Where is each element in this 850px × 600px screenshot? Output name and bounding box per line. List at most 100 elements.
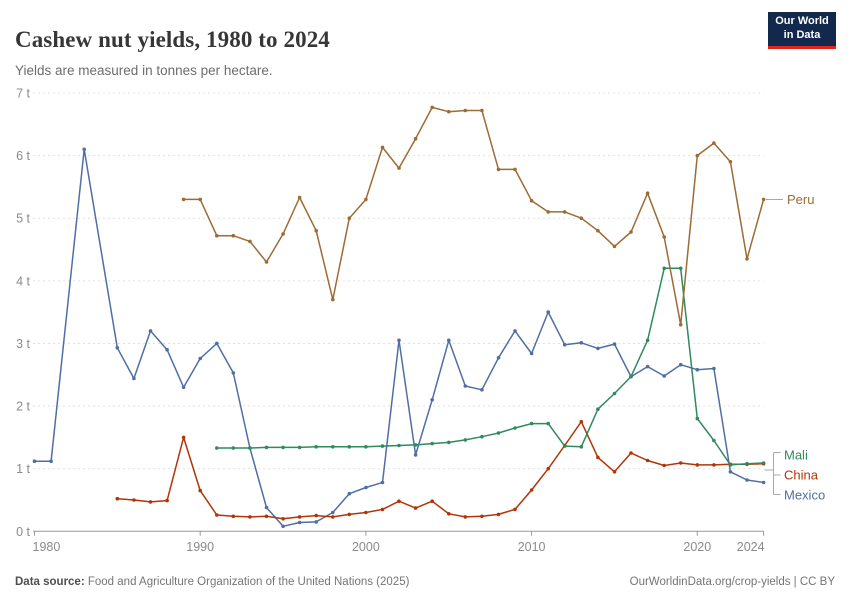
data-point xyxy=(629,230,633,234)
data-point xyxy=(745,478,749,482)
data-point xyxy=(331,510,335,515)
data-point xyxy=(281,524,285,529)
data-point xyxy=(297,515,302,519)
data-point xyxy=(662,463,666,468)
y-axis-tick-label: 1 t xyxy=(16,462,30,476)
series-line-peru xyxy=(183,106,765,326)
data-point xyxy=(529,198,534,203)
y-axis-tick-label: 7 t xyxy=(16,86,30,100)
data-point xyxy=(728,470,733,474)
data-point xyxy=(215,341,219,346)
x-axis-tick-label: 2000 xyxy=(352,540,380,554)
data-point xyxy=(297,520,302,525)
data-point xyxy=(546,310,550,314)
data-point xyxy=(761,197,766,202)
data-point xyxy=(430,398,435,402)
data-point xyxy=(695,416,700,421)
legend-bracket xyxy=(764,452,781,495)
data-point xyxy=(347,512,352,517)
data-point xyxy=(380,507,385,512)
license-note: OurWorldinData.org/crop-yields | CC BY xyxy=(629,576,835,588)
data-point xyxy=(728,463,733,467)
data-point xyxy=(231,514,236,519)
data-point xyxy=(264,260,269,264)
data-point xyxy=(579,341,584,345)
y-axis-tick-label: 2 t xyxy=(16,400,30,414)
data-point xyxy=(447,440,451,445)
data-point xyxy=(712,141,716,145)
data-point xyxy=(82,147,86,152)
owid-logo-line1: Our World xyxy=(775,15,829,28)
series-china[interactable] xyxy=(115,419,766,521)
series-mali[interactable] xyxy=(215,266,766,467)
data-point xyxy=(413,453,418,457)
data-point xyxy=(297,445,302,450)
series-line-mali xyxy=(216,267,764,466)
data-point xyxy=(331,515,335,519)
data-point xyxy=(496,356,501,360)
data-point xyxy=(264,514,269,519)
data-point xyxy=(529,488,534,492)
y-axis-tick-label: 5 t xyxy=(16,212,30,226)
data-point xyxy=(314,228,319,233)
data-point xyxy=(513,507,517,512)
data-point xyxy=(148,329,153,333)
data-point xyxy=(347,491,352,496)
data-point xyxy=(181,435,186,440)
data-point xyxy=(562,210,567,214)
data-point xyxy=(132,498,136,502)
series-label-mexico[interactable]: Mexico xyxy=(784,488,825,503)
series-mexico[interactable] xyxy=(32,147,766,529)
data-point xyxy=(181,197,186,202)
data-point xyxy=(231,233,236,238)
series-peru[interactable] xyxy=(181,105,766,327)
data-source-text: Food and Agriculture Organization of the… xyxy=(84,576,410,588)
data-point xyxy=(215,513,219,517)
data-point xyxy=(413,506,418,510)
data-point xyxy=(513,167,517,172)
data-point xyxy=(480,514,484,519)
data-point xyxy=(314,520,319,524)
y-axis-tick-label: 0 t xyxy=(16,525,30,539)
data-point xyxy=(480,108,484,113)
data-point xyxy=(314,513,319,518)
series-label-mali[interactable]: Mali xyxy=(784,448,808,463)
data-point xyxy=(546,421,550,426)
data-point xyxy=(430,105,435,110)
x-axis-tick-label: 2010 xyxy=(518,540,546,554)
chart-footer: Data source: Food and Agriculture Organi… xyxy=(15,576,835,588)
data-point xyxy=(645,338,650,343)
owid-logo: Our World in Data xyxy=(768,12,836,49)
data-point xyxy=(596,346,600,351)
data-point xyxy=(380,480,385,485)
data-point xyxy=(678,362,683,367)
data-point xyxy=(496,512,501,517)
data-point xyxy=(562,444,567,448)
data-point xyxy=(612,244,617,249)
data-point xyxy=(513,426,517,430)
data-point xyxy=(148,500,153,504)
data-point xyxy=(529,421,534,426)
data-point xyxy=(115,496,120,501)
data-point xyxy=(397,443,401,448)
data-point xyxy=(645,191,650,195)
data-point xyxy=(397,166,401,170)
data-point xyxy=(181,385,186,390)
data-point xyxy=(231,371,236,375)
data-point xyxy=(645,458,650,463)
x-axis-tick-label: 2020 xyxy=(683,540,711,554)
data-point xyxy=(695,463,700,467)
data-point xyxy=(347,445,352,449)
data-point xyxy=(463,108,468,113)
data-point xyxy=(496,167,501,172)
data-point xyxy=(231,446,236,450)
owid-logo-line2: in Data xyxy=(783,29,821,41)
data-point xyxy=(165,498,169,503)
data-point xyxy=(579,445,584,449)
data-point xyxy=(645,364,650,369)
data-point xyxy=(397,338,401,343)
series-line-mexico xyxy=(34,148,764,528)
series-label-peru[interactable]: Peru xyxy=(787,192,814,207)
series-label-china[interactable]: China xyxy=(784,468,819,483)
